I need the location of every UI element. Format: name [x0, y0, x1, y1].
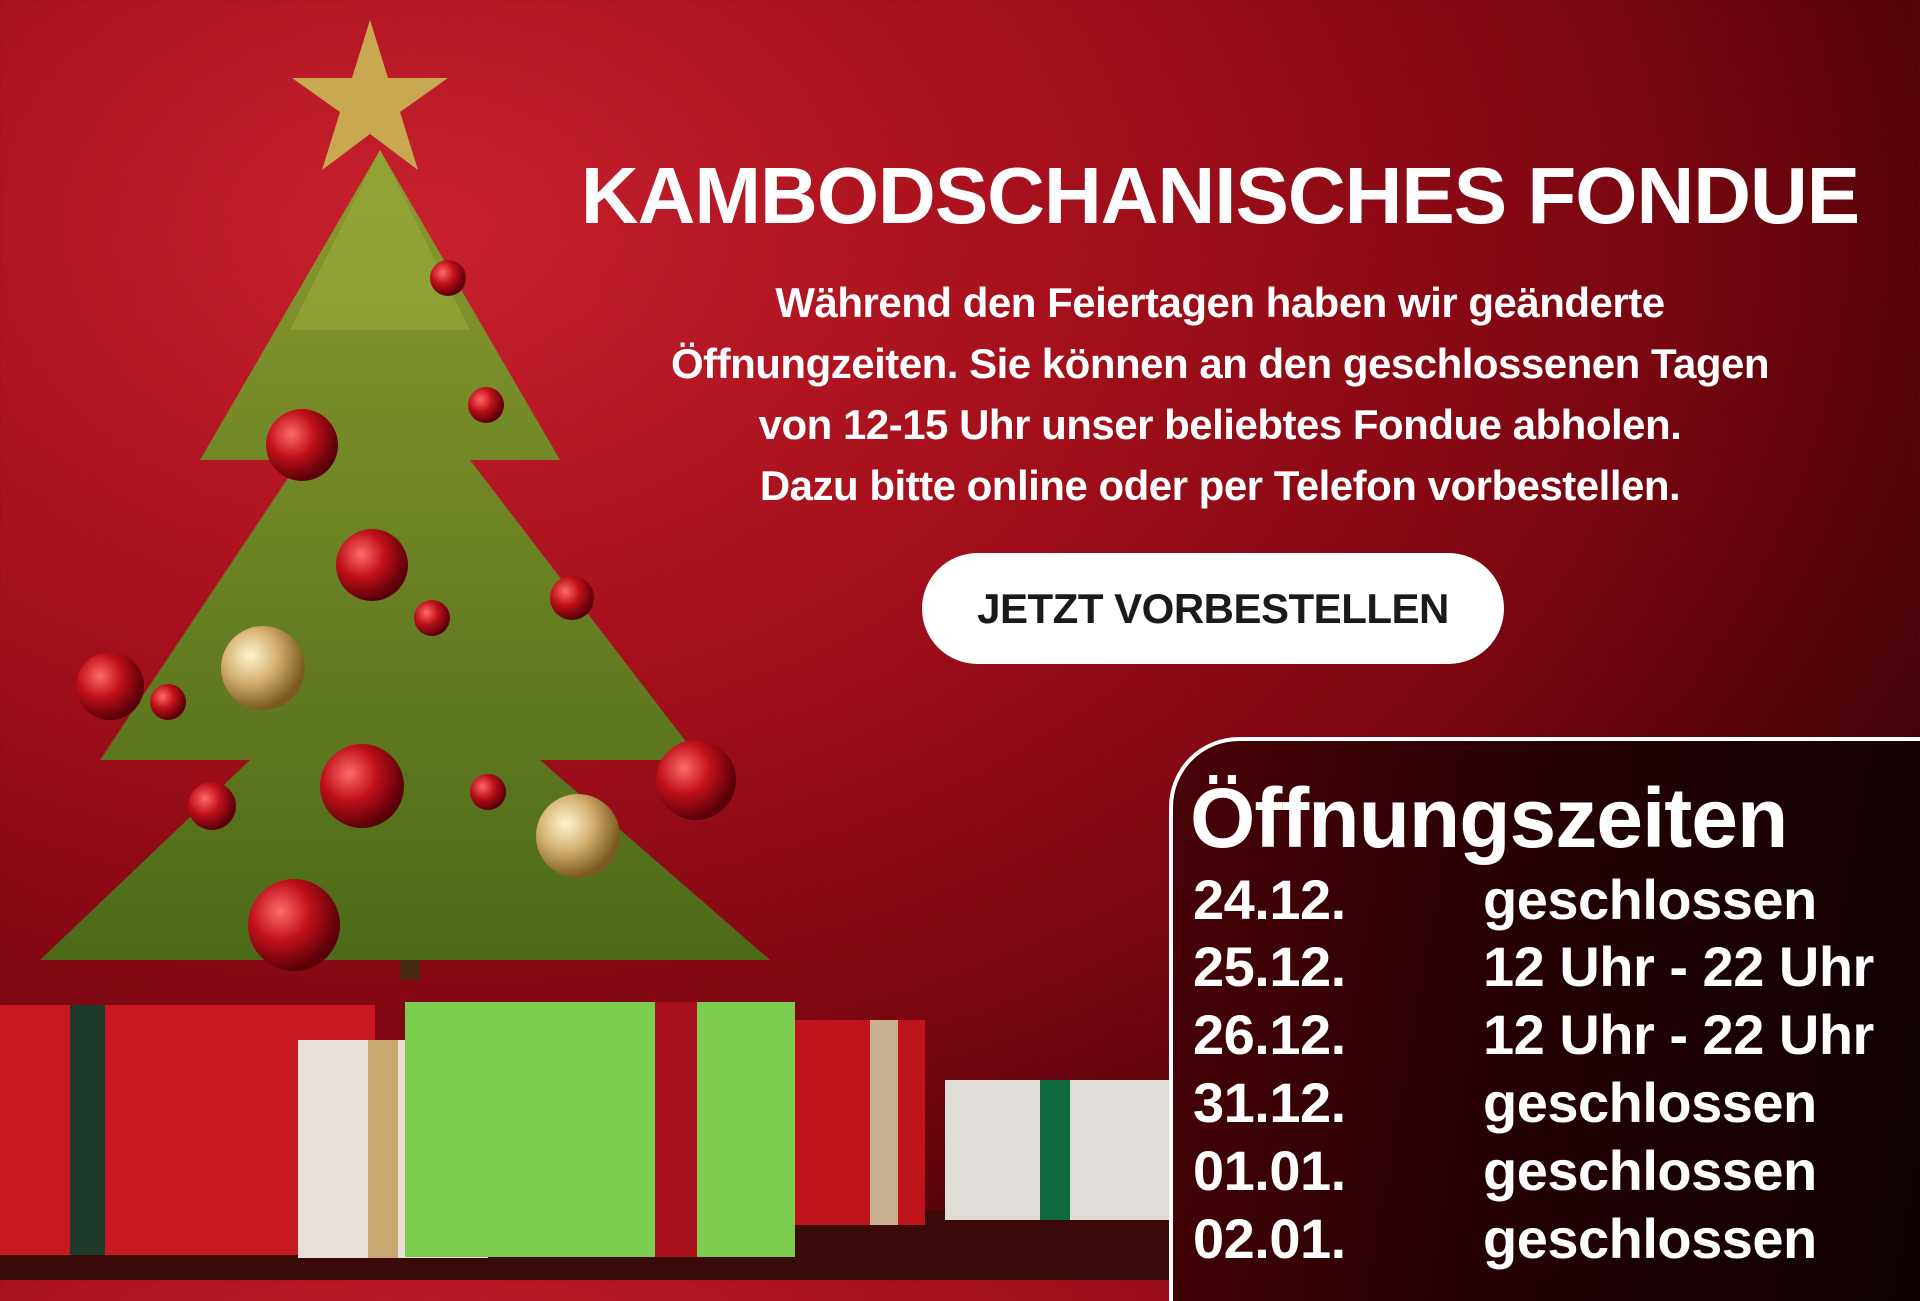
hours-time: 12 Uhr - 22 Uhr [1483, 935, 1874, 998]
opening-hours-title: Öffnungszeiten [1190, 771, 1788, 865]
gifts [0, 1002, 1169, 1258]
hours-date: 02.01. [1193, 1207, 1346, 1270]
hours-time: 12 Uhr - 22 Uhr [1483, 1003, 1874, 1066]
hours-date: 25.12. [1193, 935, 1346, 998]
hours-time: geschlossen [1483, 1207, 1817, 1270]
intro-line: von 12-15 Uhr unser beliebtes Fondue abh… [758, 401, 1682, 448]
hours-row: 25.12. 12 Uhr - 22 Uhr [1193, 933, 1874, 1001]
hours-date: 31.12. [1193, 1071, 1346, 1134]
hours-date: 24.12. [1193, 868, 1346, 931]
ornaments [76, 260, 736, 971]
intro-line: Dazu bitte online oder per Telefon vorbe… [759, 462, 1681, 509]
hours-time: geschlossen [1483, 868, 1817, 931]
hours-row: 26.12. 12 Uhr - 22 Uhr [1193, 1001, 1874, 1069]
hours-row: 01.01. geschlossen [1193, 1137, 1817, 1205]
intro-text: Während den Feiertagen haben wir geänder… [520, 272, 1920, 516]
opening-hours-panel [1169, 737, 1920, 1301]
hours-date: 01.01. [1193, 1139, 1346, 1202]
intro-line: Während den Feiertagen haben wir geänder… [775, 279, 1665, 326]
preorder-button[interactable]: JETZT VORBESTELLEN [922, 553, 1504, 664]
intro-line: Öffnungzeiten. Sie können an den geschlo… [670, 340, 1770, 387]
hours-row: 31.12. geschlossen [1193, 1069, 1817, 1137]
hours-row: 02.01. geschlossen [1193, 1205, 1817, 1273]
headline: KAMBODSCHANISCHES FONDUE [580, 151, 1860, 240]
hours-row: 24.12. geschlossen [1193, 866, 1817, 934]
hours-time: geschlossen [1483, 1139, 1817, 1202]
hours-date: 26.12. [1193, 1003, 1346, 1066]
hours-time: geschlossen [1483, 1071, 1817, 1134]
